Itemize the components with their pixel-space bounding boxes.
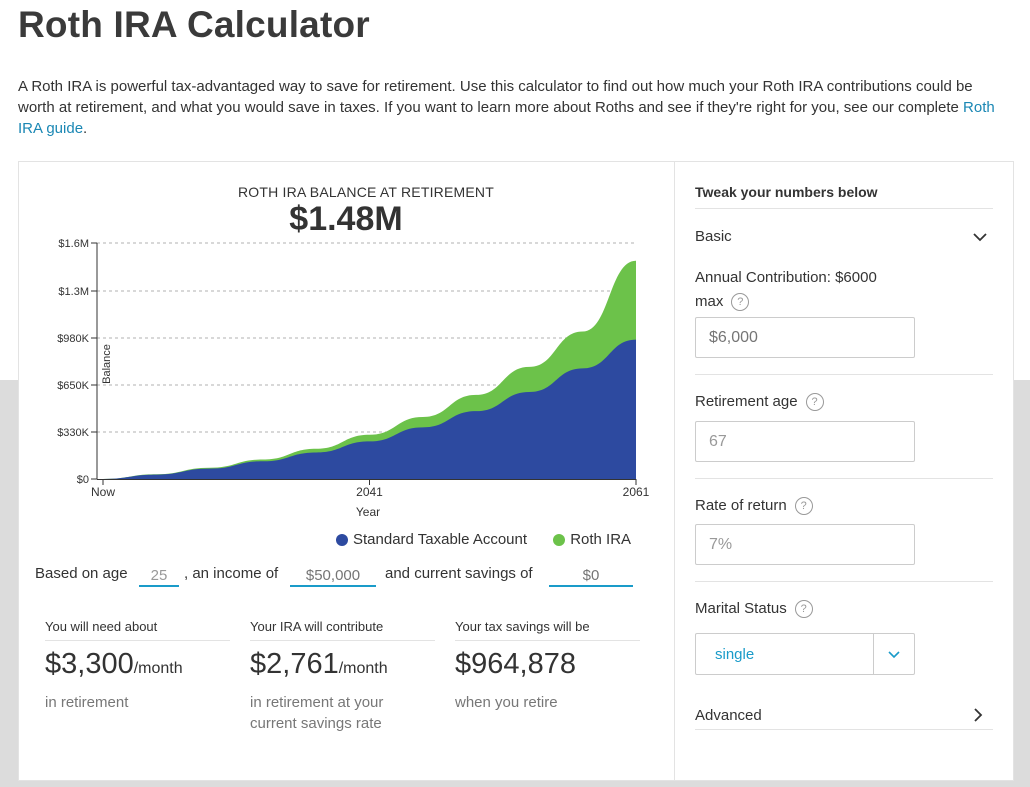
annual-contribution-text: Annual Contribution: $6000 max: [695, 269, 877, 310]
chevron-down-icon[interactable]: [972, 231, 988, 243]
stat-contribute-label: Your IRA will contribute: [250, 619, 435, 641]
retirement-age-text: Retirement age: [695, 393, 798, 410]
annual-contribution-input[interactable]: [695, 317, 915, 358]
y-tick-label: $0: [77, 474, 89, 486]
roth-ira-guide-link[interactable]: Roth IRA guide: [18, 99, 995, 137]
intro-end: .: [83, 120, 88, 137]
stat-need-label: You will need about: [45, 619, 230, 641]
help-icon[interactable]: ?: [805, 393, 824, 412]
intro-text: A Roth IRA is powerful tax-advantaged wa…: [18, 78, 973, 116]
x-tick-label: Now: [91, 485, 115, 499]
chevron-right-icon[interactable]: [972, 707, 984, 723]
y-tick-label: $330K: [57, 427, 89, 439]
assumptions-suffix: and current savings of: [385, 565, 533, 582]
marital-status-value: single: [715, 646, 755, 663]
stat-need-value: $3,300/month: [45, 648, 183, 681]
retirement-age-input[interactable]: [695, 421, 915, 462]
rate-of-return-input[interactable]: [695, 524, 915, 565]
y-tick-label: $1.3M: [58, 286, 89, 298]
marital-status-select[interactable]: single: [695, 633, 915, 675]
panel-divider: [695, 478, 993, 479]
y-tick-label: $980K: [57, 333, 89, 345]
page-title: Roth IRA Calculator: [18, 4, 370, 45]
stat-need-sub: in retirement: [45, 694, 129, 711]
advanced-section-toggle[interactable]: Advanced: [695, 707, 762, 724]
chart-legend: Standard Taxable Account Roth IRA: [336, 531, 653, 550]
y-axis-label: Balance: [101, 344, 113, 384]
stat-contribute-value: $2,761/month: [250, 648, 388, 681]
x-axis-label: Year: [356, 505, 380, 519]
income-input[interactable]: [290, 565, 376, 587]
chart-axes: $0 $330K $650K $980K $1.3M $1.6M Now 2041 2061: [57, 238, 649, 499]
x-tick-label: 2061: [623, 485, 650, 499]
select-caret[interactable]: [873, 634, 914, 674]
panel-divider: [695, 581, 993, 582]
y-tick-label: $1.6M: [58, 238, 89, 250]
rate-of-return-text: Rate of return: [695, 497, 787, 514]
stat-contribute-unit: /month: [338, 660, 388, 677]
annual-contribution-label: Annual Contribution: $6000 max?: [695, 266, 905, 314]
stat-contribute-amount: $2,761: [250, 648, 339, 680]
assumptions-mid: , an income of: [184, 565, 279, 582]
legend-label-taxable: Standard Taxable Account: [353, 531, 528, 548]
basic-section-toggle[interactable]: Basic: [695, 228, 732, 245]
help-icon[interactable]: ?: [794, 497, 813, 516]
stat-contribute-sub: in retirement at your current savings ra…: [250, 694, 384, 732]
stat-need-unit: /month: [133, 660, 183, 677]
marital-status-text: Marital Status: [695, 600, 787, 617]
stat-tax-value: $964,878: [455, 648, 576, 681]
stat-tax-label: Your tax savings will be: [455, 619, 640, 641]
legend-item-taxable: Standard Taxable Account: [336, 531, 527, 548]
stat-tax-sub: when you retire: [455, 694, 558, 711]
balance-chart: $0 $330K $650K $980K $1.3M $1.6M Now 2041 2061 B…: [57, 238, 649, 519]
savings-input[interactable]: [549, 565, 633, 587]
assumptions-prefix: Based on age: [35, 565, 128, 582]
panel-divider: [695, 374, 993, 375]
chart-title: ROTH IRA BALANCE AT RETIREMENT: [238, 184, 494, 200]
panel-heading: Tweak your numbers below: [695, 184, 878, 200]
legend-dot-roth: [553, 533, 566, 546]
retirement-age-label: Retirement age?: [695, 393, 824, 412]
stat-tax-amount: $964,878: [455, 648, 576, 680]
y-tick-label: $650K: [57, 380, 89, 392]
stat-need-amount: $3,300: [45, 648, 134, 680]
help-icon[interactable]: ?: [731, 293, 750, 312]
rate-of-return-label: Rate of return?: [695, 497, 813, 516]
legend-label-roth: Roth IRA: [570, 531, 632, 548]
chart-total-value: $1.48M: [289, 200, 403, 238]
panel-divider: [695, 208, 993, 209]
card-divider: [674, 161, 675, 781]
age-input[interactable]: [139, 565, 179, 587]
legend-dot-taxable: [336, 533, 348, 546]
chevron-down-icon: [888, 651, 900, 659]
legend-item-roth: Roth IRA: [553, 531, 631, 548]
panel-divider: [695, 729, 993, 730]
x-tick-label: 2041: [356, 485, 383, 499]
taxable-account-area: [103, 339, 636, 479]
marital-status-label: Marital Status?: [695, 600, 813, 619]
intro-paragraph: A Roth IRA is powerful tax-advantaged wa…: [18, 76, 1013, 139]
help-icon[interactable]: ?: [794, 600, 813, 619]
